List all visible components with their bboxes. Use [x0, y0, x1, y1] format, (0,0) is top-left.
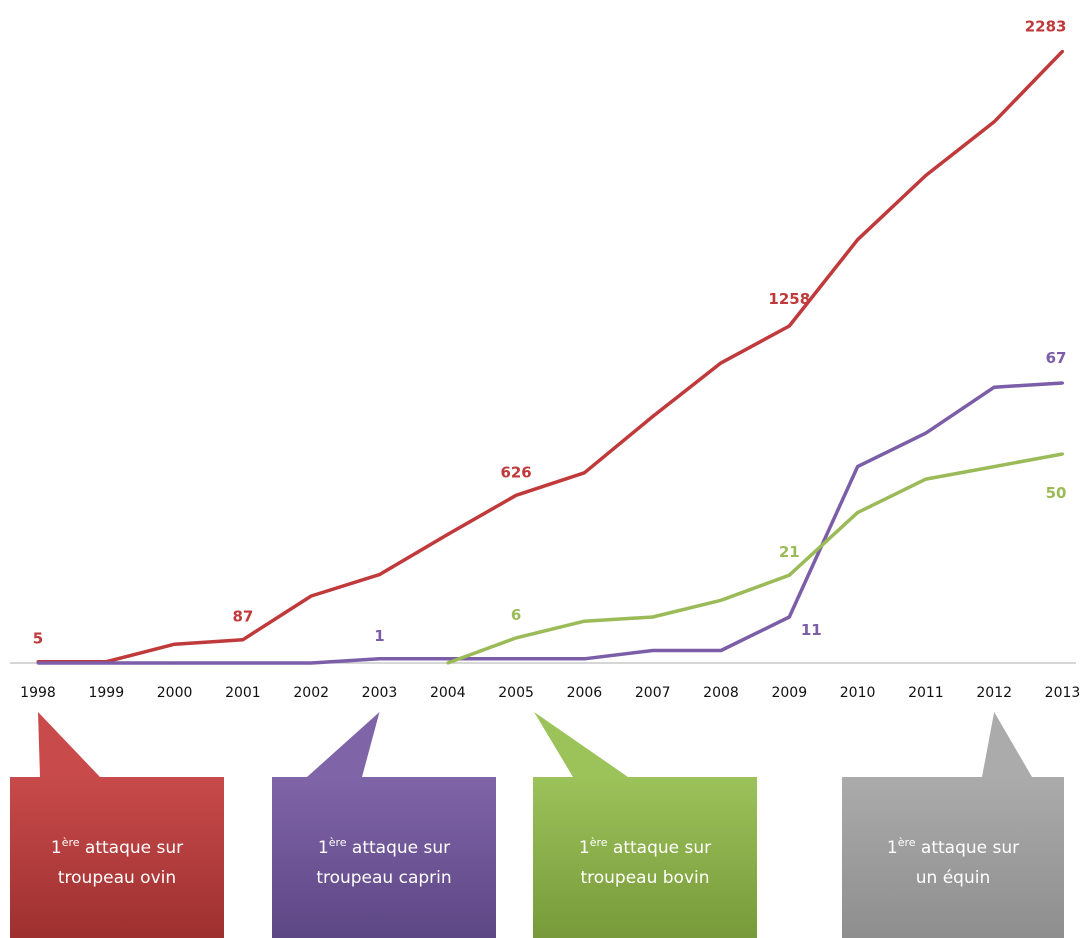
callout-pointer [982, 712, 1032, 777]
callout-line-1: 1ère attaque sur [51, 836, 183, 858]
data-point [992, 385, 996, 389]
x-tick-label: 2012 [976, 685, 1012, 701]
data-point [719, 598, 723, 602]
data-point [1061, 452, 1064, 456]
data-point [241, 661, 245, 665]
x-tick-label: 2000 [157, 685, 193, 701]
data-point [651, 415, 655, 419]
x-tick-label: 2005 [498, 685, 534, 701]
data-point [582, 619, 586, 623]
callout-pointer [38, 712, 100, 777]
series-line-1 [38, 381, 1063, 665]
data-point [446, 657, 450, 661]
data-label: 6 [511, 606, 521, 624]
callout-line-1: 1ère attaque sur [887, 836, 1019, 858]
x-tick-label: 1999 [88, 685, 124, 701]
data-label: 50 [1046, 484, 1067, 502]
data-point [582, 657, 586, 661]
x-tick-label: 2001 [225, 685, 261, 701]
data-point [924, 173, 928, 177]
data-point [856, 238, 860, 242]
data-label: 67 [1046, 349, 1067, 367]
x-tick-label: 2002 [293, 685, 329, 701]
data-label: 5 [33, 630, 43, 648]
callout-box [842, 777, 1064, 938]
x-tick-label: 2006 [567, 685, 603, 701]
data-point [651, 648, 655, 652]
data-point [446, 661, 450, 665]
callout-box [272, 777, 496, 938]
data-point [173, 661, 177, 665]
series-line-2 [447, 452, 1063, 665]
x-tick-label: 2009 [771, 685, 807, 701]
x-tick-label: 2010 [840, 685, 876, 701]
data-point [1061, 49, 1064, 53]
data-point [36, 661, 40, 665]
data-point [992, 120, 996, 124]
callout-3: 1ère attaque sur un équin [842, 712, 1064, 938]
data-point [1061, 381, 1064, 385]
data-label: 21 [779, 543, 800, 561]
data-point [378, 657, 381, 661]
x-tick-label: 2004 [430, 685, 466, 701]
data-label: 11 [801, 621, 822, 639]
data-label: 626 [500, 463, 531, 481]
callout-1: 1ère attaque sur troupeau caprin [272, 712, 496, 938]
data-point [719, 648, 723, 652]
x-tick-label: 2007 [635, 685, 671, 701]
x-tick-label: 2011 [908, 685, 944, 701]
data-point [787, 573, 791, 577]
data-point [787, 615, 791, 619]
data-point [582, 471, 586, 475]
callout-box [533, 777, 757, 938]
callout-pointer [534, 712, 628, 777]
data-point [719, 361, 723, 365]
x-tick-label: 2013 [1045, 685, 1081, 701]
data-point [104, 661, 108, 665]
data-point [924, 477, 928, 481]
data-point [787, 324, 791, 328]
callout-2: 1ère attaque sur troupeau bovin [533, 712, 757, 938]
callout-box [10, 777, 224, 938]
data-point [514, 493, 518, 497]
x-tick-label: 1998 [20, 685, 56, 701]
data-point [651, 615, 655, 619]
x-tick-label: 2008 [703, 685, 739, 701]
series-line-0 [38, 50, 1064, 664]
data-point [173, 642, 177, 646]
data-point [924, 431, 928, 435]
data-point [309, 661, 313, 665]
callout-0: 1ère attaque sur troupeau ovin [10, 712, 224, 938]
data-point [446, 532, 450, 536]
data-label: 1258 [768, 290, 810, 308]
data-point [856, 511, 860, 515]
callout-line-2: troupeau bovin [580, 868, 709, 888]
data-point [992, 465, 996, 469]
callout-line-2: troupeau caprin [316, 868, 451, 888]
data-label: 2283 [1025, 17, 1067, 35]
callout-line-1: 1ère attaque sur [579, 836, 711, 858]
data-point [241, 638, 245, 642]
data-label: 87 [232, 608, 253, 626]
x-tick-label: 2003 [362, 685, 398, 701]
data-point [514, 636, 518, 640]
data-point [309, 594, 313, 598]
data-point [378, 573, 381, 577]
callout-pointer [307, 712, 380, 777]
callout-line-1: 1ère attaque sur [318, 836, 450, 858]
data-point [856, 465, 860, 469]
data-point [514, 657, 518, 661]
data-label: 1 [374, 627, 384, 645]
callout-line-2: un équin [916, 868, 990, 888]
callout-line-2: troupeau ovin [58, 868, 176, 888]
